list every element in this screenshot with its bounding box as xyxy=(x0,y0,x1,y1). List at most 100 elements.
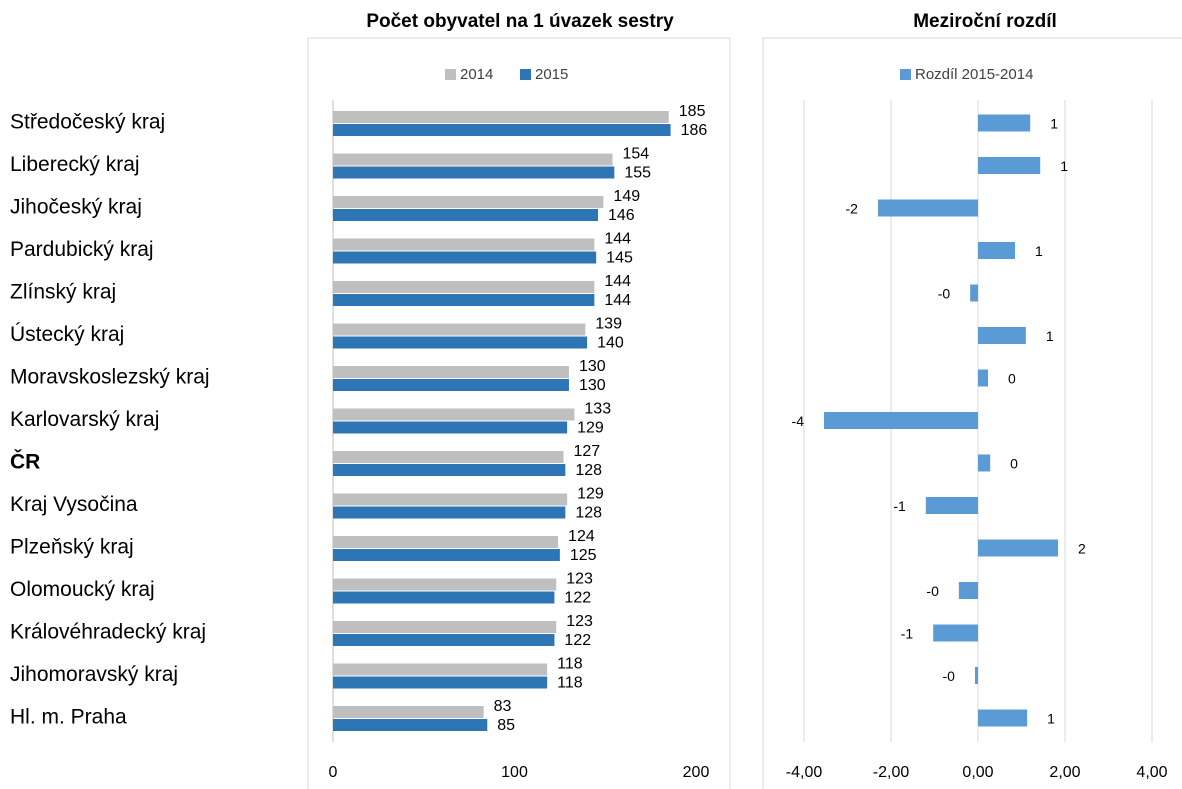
legend-swatch xyxy=(900,69,911,80)
data-label: 149 xyxy=(613,188,640,205)
data-label: 1 xyxy=(1047,711,1055,727)
bar xyxy=(333,153,613,166)
data-label: 1 xyxy=(1050,116,1058,132)
bar xyxy=(333,209,598,221)
bar xyxy=(333,676,548,689)
bar xyxy=(333,621,557,633)
category-label: Pardubický kraj xyxy=(10,238,154,261)
bar xyxy=(333,379,569,391)
data-label: 140 xyxy=(597,335,624,352)
data-label: -1 xyxy=(901,626,914,642)
bar xyxy=(824,412,978,429)
data-label: 186 xyxy=(681,122,708,139)
data-label: 144 xyxy=(604,231,631,248)
bar xyxy=(333,408,575,421)
category-label: Liberecký kraj xyxy=(10,153,140,176)
data-label: 1 xyxy=(1046,328,1054,344)
category-label: Zlínský kraj xyxy=(10,281,116,304)
data-label: 146 xyxy=(608,207,635,224)
bar xyxy=(978,454,991,472)
bar xyxy=(333,111,669,123)
bar xyxy=(333,493,568,506)
legend-label: Rozdíl 2015-2014 xyxy=(915,66,1033,83)
data-label: 0 xyxy=(1010,456,1018,472)
category-label: Jihomoravský kraj xyxy=(10,663,178,686)
bar xyxy=(978,114,1031,132)
bar xyxy=(978,242,1015,259)
legend-label: 2014 xyxy=(460,66,493,83)
category-label: Kraj Vysočina xyxy=(10,493,138,516)
x-tick-label: -4,00 xyxy=(786,764,823,781)
bar xyxy=(333,238,595,251)
bar xyxy=(333,634,555,646)
bar xyxy=(958,582,978,599)
panel-frame xyxy=(762,37,1182,789)
bar xyxy=(978,539,1059,557)
bar xyxy=(333,719,488,731)
data-label: -0 xyxy=(938,286,951,302)
data-label: 144 xyxy=(604,273,631,290)
data-label: 130 xyxy=(579,358,606,375)
data-label: 144 xyxy=(604,292,631,309)
x-tick-label: -2,00 xyxy=(873,764,910,781)
bar xyxy=(333,663,548,676)
data-label: 1 xyxy=(1060,158,1068,174)
bar xyxy=(978,157,1041,174)
data-label: 122 xyxy=(564,590,591,607)
data-label: 129 xyxy=(577,486,604,503)
category-label: Jihočeský kraj xyxy=(10,196,142,219)
legend-swatch xyxy=(445,69,456,80)
data-label: 125 xyxy=(570,547,597,564)
data-label: -4 xyxy=(792,413,805,429)
data-label: -1 xyxy=(893,498,906,514)
bar xyxy=(333,166,615,179)
data-label: 85 xyxy=(497,717,515,734)
data-label: 154 xyxy=(623,146,650,163)
bar xyxy=(978,369,989,387)
bar xyxy=(333,464,566,476)
bar xyxy=(333,706,484,718)
category-label: Olomoucký kraj xyxy=(10,578,155,601)
data-label: 128 xyxy=(575,462,602,479)
data-label: 0 xyxy=(1008,371,1016,387)
x-tick-label: 2,00 xyxy=(1049,764,1080,781)
bar xyxy=(333,323,586,336)
data-label: 122 xyxy=(564,632,591,649)
data-label: -2 xyxy=(845,201,858,217)
x-tick-label: 0 xyxy=(329,764,338,781)
data-label: 129 xyxy=(577,420,604,437)
legend-label: 2015 xyxy=(535,66,568,83)
data-label: 118 xyxy=(557,675,583,692)
data-label: 130 xyxy=(579,377,606,394)
category-label: Ústecký kraj xyxy=(10,323,124,346)
chart-title: Počet obyvatel na 1 úvazek sestry xyxy=(366,11,674,32)
x-tick-label: 0,00 xyxy=(962,764,993,781)
data-label: 1 xyxy=(1035,243,1043,259)
chart-title: Meziroční rozdíl xyxy=(913,11,1057,32)
legend-swatch xyxy=(520,69,531,80)
category-label: Středočeský kraj xyxy=(10,111,165,134)
data-label: 145 xyxy=(606,250,633,267)
data-label: 83 xyxy=(494,698,512,715)
data-label: -0 xyxy=(943,668,956,684)
bar xyxy=(333,591,555,604)
category-label: ČR xyxy=(10,450,40,474)
bar xyxy=(333,196,604,208)
bar xyxy=(333,536,559,548)
bar xyxy=(333,506,566,519)
bar xyxy=(333,281,595,293)
data-label: 133 xyxy=(584,401,611,418)
bar xyxy=(333,124,671,136)
data-label: 155 xyxy=(624,165,651,182)
bar xyxy=(970,284,978,302)
data-label: 2 xyxy=(1078,541,1086,557)
data-label: 139 xyxy=(595,316,622,333)
category-label: Karlovarský kraj xyxy=(10,408,159,431)
bar xyxy=(978,327,1026,344)
bar xyxy=(333,451,564,463)
bar xyxy=(333,421,568,434)
bar xyxy=(974,667,978,684)
panel-frame xyxy=(307,37,731,789)
bar xyxy=(333,366,569,378)
